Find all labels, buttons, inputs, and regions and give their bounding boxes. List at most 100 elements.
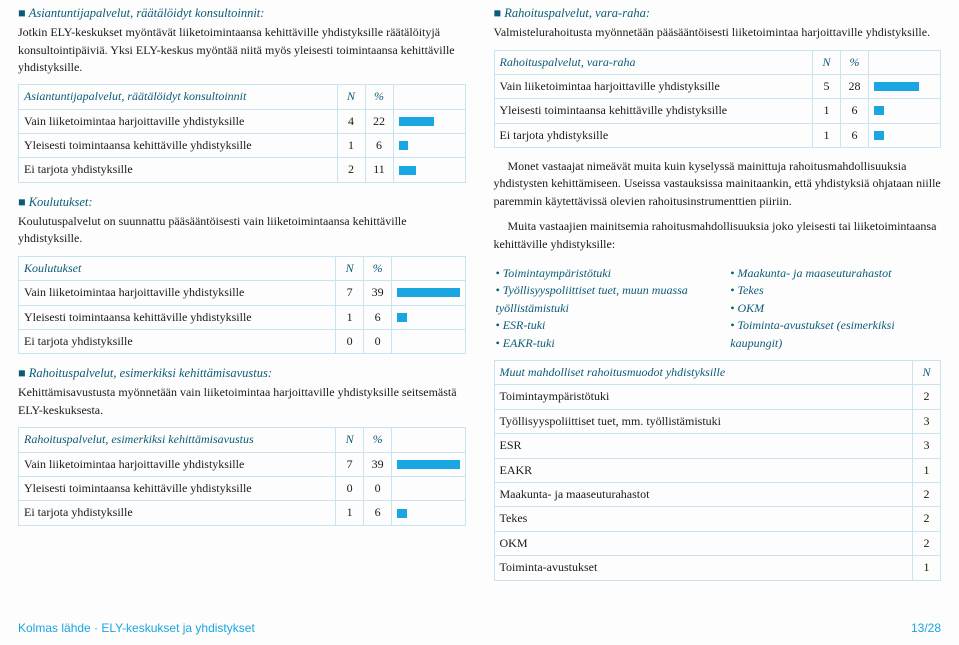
table-row: Ei tarjota yhdistyksille211 [19, 158, 466, 182]
row-pct: 6 [364, 501, 392, 525]
row-bar-cell [392, 501, 465, 525]
row-label: Vain liiketoimintaa harjoittaville yhdis… [19, 281, 336, 305]
row-label: Vain liiketoimintaa harjoittaville yhdis… [19, 452, 336, 476]
table-row: Tekes2 [494, 507, 941, 531]
row-bar-cell [869, 123, 941, 147]
section-body-funding: Kehittämisavustusta myönnetään vain liik… [18, 384, 466, 419]
row-pct: 0 [364, 477, 392, 501]
bar [397, 313, 407, 322]
paragraph-other-funding-a: Monet vastaajat nimeävät muita kuin kyse… [494, 158, 942, 210]
col-bar [869, 50, 941, 74]
row-bar-cell [392, 281, 465, 305]
row-pct: 28 [841, 74, 869, 98]
table-row: Työllisyyspoliittiset tuet, mm. työllist… [494, 409, 941, 433]
row-label: Yleisesti toimintaansa kehittäville yhdi… [19, 134, 338, 158]
col-n: N [336, 428, 364, 452]
table-row: OKM2 [494, 531, 941, 555]
row-bar-cell [869, 99, 941, 123]
page-footer: Kolmas lähde · ELY-keskukset ja yhdistyk… [18, 620, 941, 637]
table-row: Toimintaympäristötuki2 [494, 385, 941, 409]
row-label: Ei tarjota yhdistyksille [19, 501, 336, 525]
table-row: Yleisesti toimintaansa kehittäville yhdi… [19, 477, 466, 501]
row-label: Yleisesti toimintaansa kehittäville yhdi… [19, 305, 336, 329]
row-label: OKM [494, 531, 913, 555]
table-row: Toiminta-avustukset1 [494, 556, 941, 580]
row-label: Yleisesti toimintaansa kehittäville yhdi… [19, 477, 336, 501]
table-title: Koulutukset [19, 256, 336, 280]
row-pct: 22 [365, 109, 393, 133]
bar [874, 106, 884, 115]
col-n: N [337, 85, 365, 109]
table-row: Vain liiketoimintaa harjoittaville yhdis… [19, 452, 466, 476]
row-pct: 6 [841, 123, 869, 147]
row-bar-cell [392, 329, 465, 353]
table-row: Maakunta- ja maaseuturahastot2 [494, 482, 941, 506]
col-bar [393, 85, 465, 109]
bar [397, 509, 407, 518]
list-left: ToimintaympäristötukiTyöllisyyspoliittis… [494, 265, 707, 352]
table-title: Rahoituspalvelut, esimerkiksi kehittämis… [19, 428, 336, 452]
row-n: 4 [337, 109, 365, 133]
list-item: ESR-tuki [496, 317, 707, 334]
table-title: Asiantuntijapalvelut, räätälöidyt konsul… [19, 85, 338, 109]
section-head-vararaha: Rahoituspalvelut, vara-raha: [494, 4, 942, 22]
list-item: Tekes [730, 282, 941, 299]
col-pct: % [841, 50, 869, 74]
row-pct: 39 [364, 281, 392, 305]
col-n: N [336, 256, 364, 280]
list-right: Maakunta- ja maaseuturahastotTekesOKMToi… [728, 265, 941, 352]
table-training: Koulutukset N % Vain liiketoimintaa harj… [18, 256, 466, 355]
table-row: EAKR1 [494, 458, 941, 482]
funding-bullet-lists: ToimintaympäristötukiTyöllisyyspoliittis… [494, 261, 942, 360]
row-n: 3 [913, 434, 941, 458]
bar [399, 117, 434, 126]
row-n: 1 [813, 99, 841, 123]
row-n: 0 [336, 329, 364, 353]
section-body-training: Koulutuspalvelut on suunnattu pääsääntöi… [18, 213, 466, 248]
row-pct: 6 [365, 134, 393, 158]
row-n: 1 [337, 134, 365, 158]
table-row: Ei tarjota yhdistyksille00 [19, 329, 466, 353]
row-pct: 6 [364, 305, 392, 329]
section-head-training: Koulutukset: [18, 193, 466, 211]
table-funding: Rahoituspalvelut, esimerkiksi kehittämis… [18, 427, 466, 526]
list-item: Toiminta-avustukset (esimerkiksi kaupung… [730, 317, 941, 352]
section-head-consulting: Asiantuntijapalvelut, räätälöidyt konsul… [18, 4, 466, 22]
row-bar-cell [392, 305, 465, 329]
row-label: Tekes [494, 507, 913, 531]
table-row: Ei tarjota yhdistyksille16 [494, 123, 941, 147]
col-bar [392, 256, 465, 280]
row-label: Vain liiketoimintaa harjoittaville yhdis… [494, 74, 813, 98]
row-label: EAKR [494, 458, 913, 482]
paragraph-other-funding-b: Muita vastaajien mainitsemia rahoitusmah… [494, 218, 942, 253]
table-consulting: Asiantuntijapalvelut, räätälöidyt konsul… [18, 84, 466, 183]
list-item: Toimintaympäristötuki [496, 265, 707, 282]
list-item: Maakunta- ja maaseuturahastot [730, 265, 941, 282]
table-row: Yleisesti toimintaansa kehittäville yhdi… [494, 99, 941, 123]
col-pct: % [364, 428, 392, 452]
table-row: Vain liiketoimintaa harjoittaville yhdis… [19, 109, 466, 133]
col-n: N [913, 360, 941, 384]
list-item: Työllisyyspoliittiset tuet, muun muassa … [496, 282, 707, 317]
bar [874, 131, 884, 140]
section-head-funding: Rahoituspalvelut, esimerkiksi kehittämis… [18, 364, 466, 382]
row-label: Ei tarjota yhdistyksille [494, 123, 813, 147]
table-vararaha: Rahoituspalvelut, vara-raha N % Vain lii… [494, 50, 942, 149]
table-row: Yleisesti toimintaansa kehittäville yhdi… [19, 305, 466, 329]
section-body-vararaha: Valmistelurahoitusta myönnetään pääsäänt… [494, 24, 942, 41]
bar [399, 166, 417, 175]
row-label: Toimintaympäristötuki [494, 385, 913, 409]
right-column: Rahoituspalvelut, vara-raha: Valmistelur… [494, 4, 942, 591]
row-n: 0 [336, 477, 364, 501]
row-pct: 6 [841, 99, 869, 123]
row-n: 1 [813, 123, 841, 147]
row-pct: 11 [365, 158, 393, 182]
table-row: Vain liiketoimintaa harjoittaville yhdis… [494, 74, 941, 98]
row-label: Työllisyyspoliittiset tuet, mm. työllist… [494, 409, 913, 433]
row-bar-cell [393, 158, 465, 182]
list-item: EAKR-tuki [496, 335, 707, 352]
col-n: N [813, 50, 841, 74]
row-bar-cell [392, 452, 465, 476]
row-n: 1 [913, 556, 941, 580]
section-body-consulting: Jotkin ELY-keskukset myöntävät liiketoim… [18, 24, 466, 76]
